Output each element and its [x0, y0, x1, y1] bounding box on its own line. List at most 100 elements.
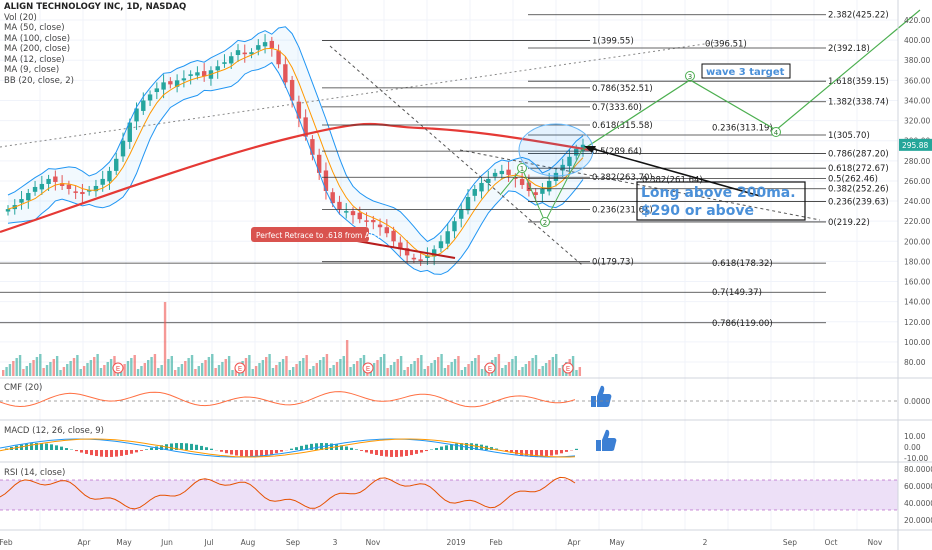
legend-vol: Vol (20) [4, 12, 37, 23]
candle-body [181, 78, 187, 81]
candle-body [120, 140, 126, 157]
fib-ext-label: 0.5(262.46) [828, 174, 878, 184]
candle-body [296, 101, 302, 119]
volume-bar [497, 354, 501, 376]
macd-histogram-bar [110, 450, 113, 457]
candle-body [316, 154, 322, 173]
volume-bar [224, 359, 227, 376]
volume-bar [254, 366, 258, 376]
candle-body [391, 230, 396, 242]
candle-body [330, 192, 335, 204]
price-tick-label: 360.00 [904, 76, 930, 85]
fib-label: 1(399.55) [592, 37, 634, 47]
volume-bar [268, 354, 271, 376]
earnings-marker [562, 362, 574, 374]
price-tick-label: 340.00 [904, 96, 930, 105]
volume-bar [298, 361, 302, 376]
volume-bar [55, 356, 59, 376]
price-tick-label: 400.00 [904, 36, 930, 45]
price-pane [0, 0, 898, 530]
macd-histogram-bar [365, 450, 368, 453]
candle-body [506, 169, 511, 175]
candle-body [5, 209, 11, 212]
volume-bar [575, 370, 578, 376]
candle-body [438, 241, 444, 249]
fib-ext-label: 0.786(119.00) [712, 319, 773, 329]
macd-histogram-bar [315, 443, 318, 450]
earnings-label: E [366, 365, 370, 373]
fib-ext-label: 0.382(252.26) [828, 185, 889, 195]
macd-histogram-bar [150, 447, 153, 450]
macd-histogram-bar [515, 450, 518, 455]
bollinger-fill [8, 26, 583, 275]
candle-body [526, 182, 532, 191]
candle-body [303, 117, 308, 137]
macd-histogram-bar [455, 443, 458, 450]
macd-histogram-bar [505, 450, 508, 452]
volume-bar [214, 368, 217, 376]
macd-histogram-bar [370, 450, 373, 454]
price-tick-label: 100.00 [904, 338, 930, 347]
wave-marker [517, 163, 527, 173]
macd-histogram-bar [185, 443, 188, 450]
volume-bar [170, 356, 174, 376]
macd-histogram-bar [445, 445, 448, 450]
macd-histogram-bar [495, 448, 498, 450]
volume-bar [548, 360, 551, 376]
macd-histogram-bar [475, 443, 478, 450]
candle-body [269, 40, 275, 49]
volume-bar [528, 361, 531, 376]
volume-bar [103, 365, 106, 376]
fib-label: 0.236(231.61) [592, 205, 653, 215]
legend-ma9: MA (9, close) [4, 65, 60, 75]
legend-ma50: MA (50, close) [4, 23, 65, 33]
volume-bar [423, 369, 426, 376]
fib-ext-label: 0.786(287.20) [828, 150, 889, 160]
volume-bar [99, 368, 103, 376]
macd-histogram-bar [555, 450, 558, 455]
focus-ellipse [518, 123, 594, 177]
candle-body [350, 211, 356, 216]
macd-histogram-bar [375, 450, 378, 455]
candle-body [519, 178, 525, 185]
volume-bar [410, 364, 413, 376]
earnings-label: E [116, 365, 120, 373]
x-tick-label: Feb [0, 538, 13, 547]
volume-bar [396, 359, 399, 376]
rsi-tick-label: 80.0000 [904, 465, 932, 474]
rsi-label: RSI (14, close) [4, 468, 66, 478]
macd-histogram-bar [125, 450, 128, 455]
price-tick-label: 160.00 [904, 278, 930, 287]
macd-histogram-bar [160, 445, 163, 450]
price-tick-label: 320.00 [904, 117, 930, 126]
volume-bar [32, 360, 35, 376]
macd-label: MACD (12, 26, close, 9) [4, 426, 104, 436]
fib-ext-label: 0.236(239.63) [828, 197, 889, 207]
price-tick-label: 180.00 [904, 257, 930, 266]
volume-bar [470, 361, 474, 376]
macd-histogram-bar [85, 450, 88, 454]
volume-bar [292, 367, 295, 376]
ma-short-line [7, 47, 584, 257]
rsi-tick-label: 60.0000 [904, 482, 932, 491]
candle-body [46, 178, 51, 184]
wave-label: 1 [520, 165, 524, 173]
volume-bar [460, 370, 464, 376]
macd-histogram-bar [210, 448, 213, 450]
fib-ext-label: 0.7(149.37) [712, 288, 762, 298]
volume-bar [345, 340, 349, 376]
volume-bar [578, 367, 582, 376]
candle-body [459, 209, 464, 219]
volume-bar [389, 365, 393, 376]
volume-bar [501, 368, 504, 376]
volume-bar [379, 357, 383, 376]
annotation-arrow [589, 147, 761, 197]
candle-body [134, 108, 139, 122]
candle-body [357, 212, 362, 220]
volume-bar [211, 354, 214, 376]
x-tick-label: Feb [489, 538, 503, 547]
retrace-badge [251, 227, 369, 242]
volume-bar [28, 363, 32, 376]
macd-histogram-bar [175, 443, 178, 450]
macd-histogram-bar [525, 450, 528, 457]
